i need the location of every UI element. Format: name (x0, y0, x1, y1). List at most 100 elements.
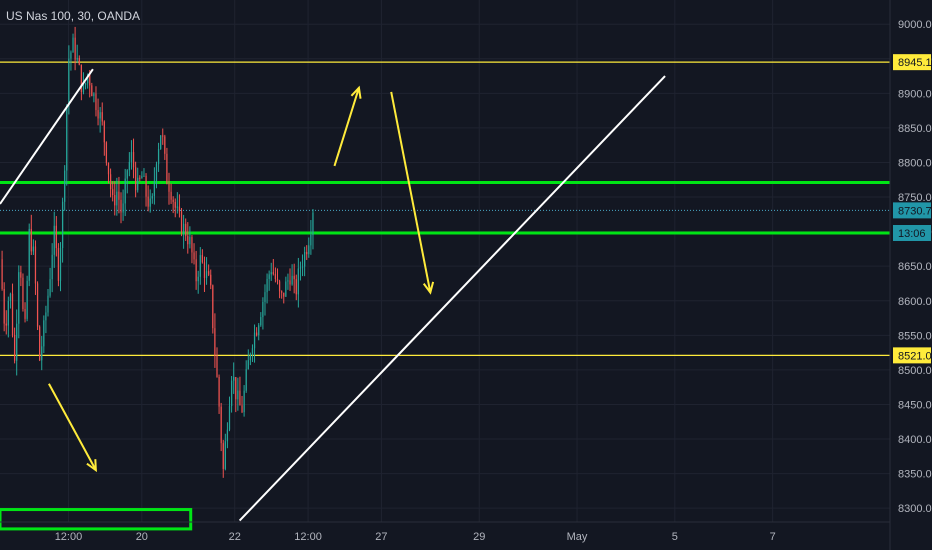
candle-body (57, 248, 60, 281)
price-tag-label: 8730.7 (898, 205, 932, 217)
candle-body (241, 405, 243, 413)
time-tick-label: 27 (375, 531, 387, 543)
candle-body (28, 228, 30, 281)
price-axis[interactable]: 8300.0 8350.0 8400.0 8450.0 8500.0 8550.0 8600… (898, 19, 932, 515)
candle-body (220, 406, 222, 444)
candle-body (216, 355, 218, 377)
candle-body (266, 278, 268, 293)
time-axis[interactable]: 12:00 20 22 12:00 27 29 May 5 7 (55, 531, 776, 543)
candle-body (214, 328, 216, 356)
candle-body (230, 380, 233, 407)
candle-body (201, 255, 204, 263)
arrow-shaft (390, 91, 432, 293)
candle-body (122, 203, 124, 213)
price-tick-label: 8350.0 (898, 469, 932, 481)
candle-body (195, 259, 197, 282)
candle-body (285, 281, 287, 297)
price-tag: 8945.1 (893, 54, 932, 71)
candle-body (247, 360, 249, 370)
candle-body (139, 177, 141, 179)
price-tag-bg (893, 202, 931, 219)
price-tag: 13:06 (893, 224, 931, 241)
candle-body (249, 354, 251, 361)
annotation-arrow (48, 383, 97, 473)
arrow-head (86, 459, 97, 473)
candle-body (224, 441, 226, 469)
candle-body (105, 142, 108, 163)
candle-body (124, 178, 126, 204)
candle-body (262, 302, 264, 318)
candle-body (189, 237, 191, 245)
time-tick-label: 12:00 (294, 531, 322, 543)
candle-body (137, 177, 139, 191)
candle-body (260, 317, 262, 326)
price-tick-label: 8550.0 (898, 330, 932, 342)
arrow-shaft (48, 383, 97, 471)
candle-body (180, 211, 183, 235)
candle-body (293, 275, 295, 280)
candle-body (182, 223, 185, 235)
candle-body (78, 57, 80, 65)
chart-title: US Nas 100, 30, OANDA (6, 9, 141, 23)
candle-body (295, 279, 297, 295)
candle-body (270, 272, 272, 275)
candle-body (74, 37, 76, 60)
candle-body (109, 174, 112, 190)
candle-body (151, 195, 153, 199)
candle-body (41, 346, 43, 361)
candle-body (155, 164, 158, 181)
candle-body (5, 323, 7, 326)
candle-body (128, 161, 130, 171)
candle-body (176, 206, 178, 208)
candle-body (61, 201, 64, 249)
price-tick-label: 8300.0 (898, 503, 932, 515)
candle-body (91, 85, 93, 97)
candle-body (87, 74, 89, 84)
candle-body (212, 285, 214, 329)
candle-body (22, 277, 24, 309)
candle-body (297, 268, 299, 295)
candle-body (7, 300, 9, 326)
candle-body (268, 274, 270, 279)
candle-body (130, 152, 133, 162)
candle-body (153, 180, 156, 196)
candle-body (114, 194, 116, 206)
candle-body (76, 57, 78, 60)
candle-body (112, 189, 114, 195)
candle-body (299, 267, 302, 269)
candle-body (303, 251, 306, 267)
candle-body (306, 251, 308, 255)
candle-body (134, 167, 137, 191)
candle-body (141, 176, 143, 179)
candle-body (162, 135, 164, 137)
arrow-shaft (333, 87, 360, 167)
candle-body (9, 293, 12, 301)
price-tick-label: 8600.0 (898, 296, 932, 308)
price-tick-label: 8500.0 (898, 365, 932, 377)
candle-body (312, 212, 314, 235)
annotation-arrow (390, 91, 435, 295)
candle-body (289, 280, 291, 285)
price-tag-label: 8945.1 (898, 57, 932, 69)
candle-body (193, 252, 195, 260)
price-tick-label: 8650.0 (898, 261, 932, 273)
horizontal-levels (0, 61, 890, 356)
candle-body (172, 199, 174, 202)
candle-body (228, 406, 231, 430)
candle-body (291, 275, 293, 285)
price-tag-bg (893, 347, 931, 364)
candle-body (203, 262, 206, 278)
candle-body (187, 236, 189, 245)
candle-body (55, 225, 57, 249)
trend-lines (0, 68, 666, 522)
trend-line (238, 75, 666, 522)
candle-body (233, 377, 235, 381)
candle-body (166, 153, 168, 184)
candle-body (178, 206, 181, 212)
candle-body (72, 37, 74, 53)
candle-body (51, 254, 53, 280)
annotation-arrow (333, 85, 362, 167)
candle-body (218, 376, 220, 407)
candle-body (245, 369, 247, 391)
